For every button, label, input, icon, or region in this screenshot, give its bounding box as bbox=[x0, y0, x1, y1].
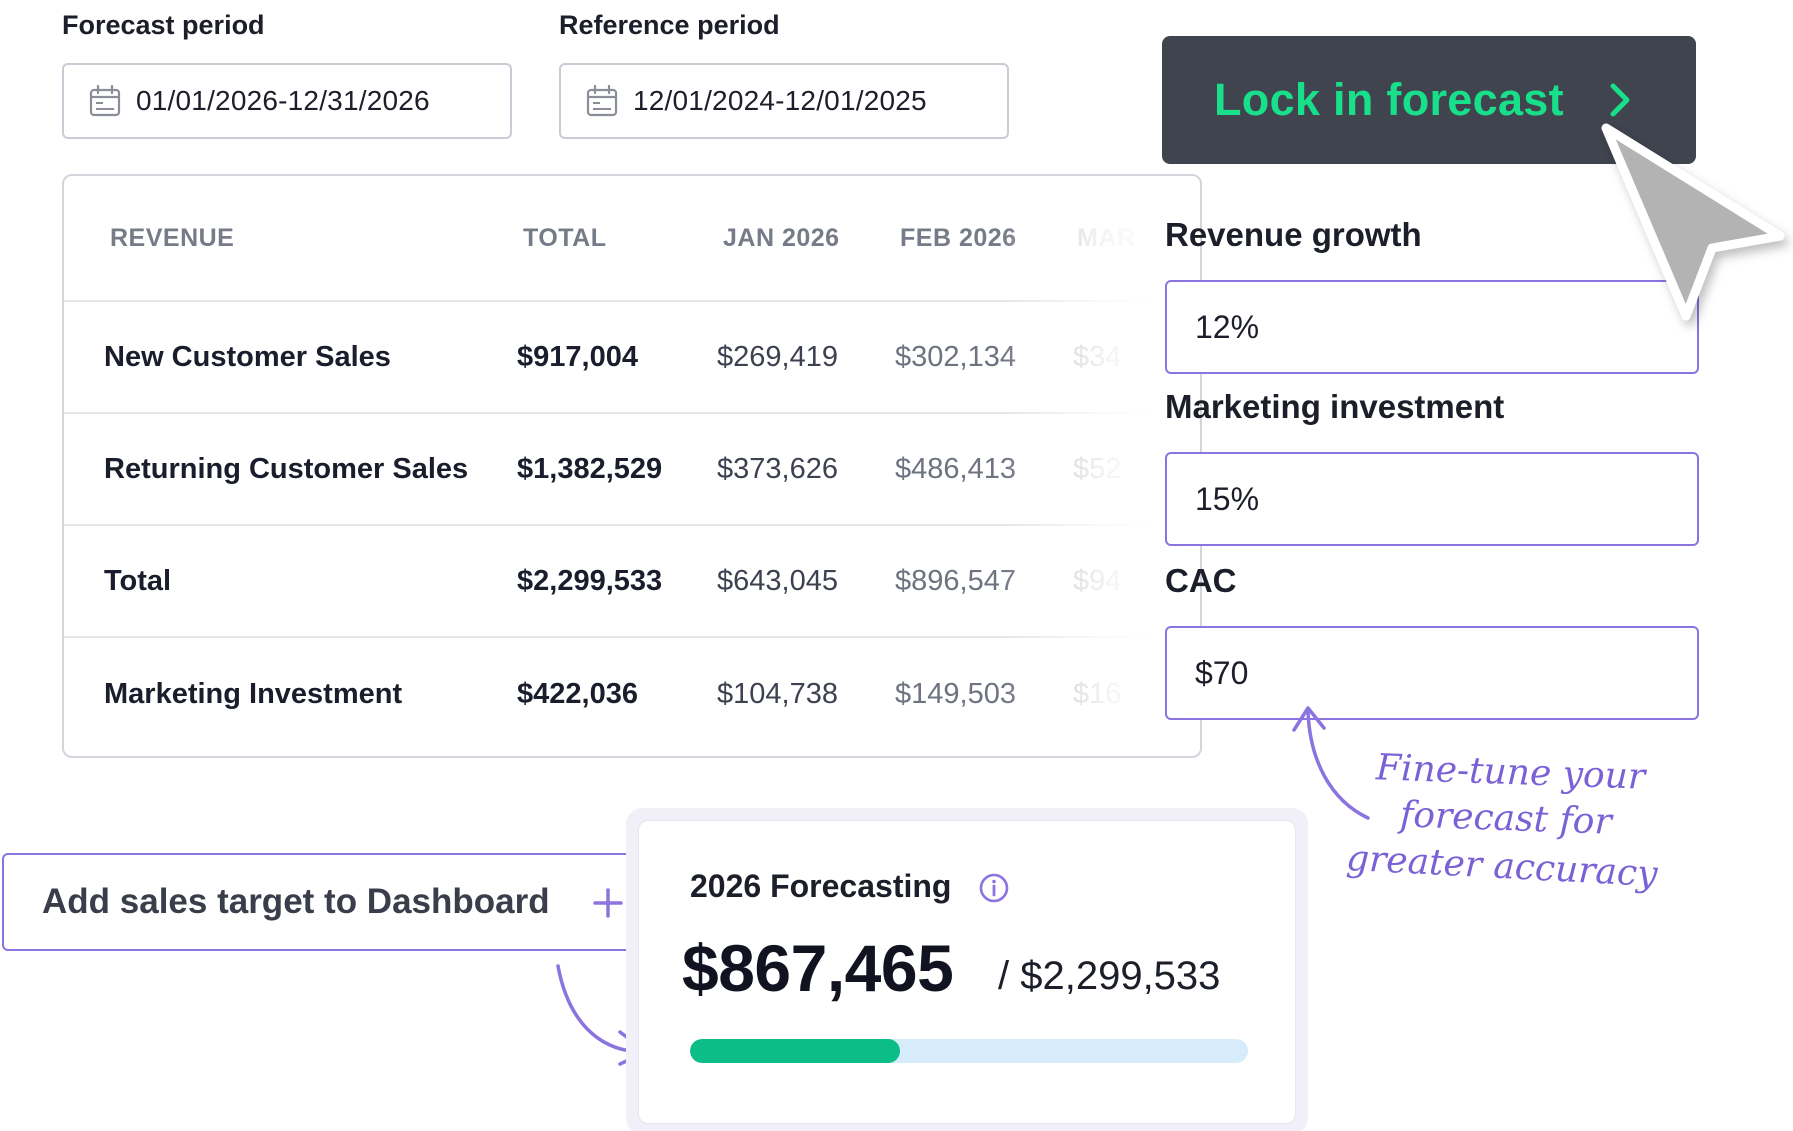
reference-period-label: Reference period bbox=[559, 10, 780, 40]
marketing-investment-input[interactable]: 15% bbox=[1165, 452, 1699, 546]
table-row[interactable]: Marketing Investment $422,036 $104,738 $… bbox=[64, 638, 1200, 750]
add-sales-target-button[interactable]: Add sales target to Dashboard bbox=[2, 853, 662, 951]
mouse-pointer-icon bbox=[1601, 123, 1785, 321]
row-total: $917,004 bbox=[517, 340, 638, 373]
header-feb-2026: FEB 2026 bbox=[900, 223, 1017, 252]
row-mar: $94 bbox=[1073, 564, 1122, 597]
revenue-table: REVENUE TOTAL JAN 2026 FEB 2026 MAR New … bbox=[62, 174, 1202, 758]
forecast-period-value: 01/01/2026-12/31/2026 bbox=[136, 85, 430, 116]
table-row[interactable]: Total $2,299,533 $643,045 $896,547 $94 bbox=[64, 526, 1200, 638]
reference-period-field[interactable]: 12/01/2024-12/01/2025 bbox=[559, 63, 1009, 139]
forecast-amount: $867,465 bbox=[682, 931, 954, 1005]
table-header: REVENUE TOTAL JAN 2026 FEB 2026 MAR bbox=[64, 176, 1200, 302]
forecast-card-title: 2026 Forecasting bbox=[690, 868, 952, 904]
marketing-investment-label: Marketing investment bbox=[1165, 388, 1505, 425]
header-total: TOTAL bbox=[523, 223, 607, 252]
row-name: Total bbox=[104, 564, 172, 597]
lock-in-forecast-button[interactable]: Lock in forecast bbox=[1162, 36, 1696, 164]
calendar-icon bbox=[586, 84, 618, 117]
row-mar: $52 bbox=[1073, 452, 1122, 485]
calendar-icon bbox=[89, 84, 121, 117]
cac-input[interactable]: $70 bbox=[1165, 626, 1699, 720]
row-jan: $373,626 bbox=[717, 452, 838, 485]
row-feb: $896,547 bbox=[895, 564, 1016, 597]
row-jan: $104,738 bbox=[717, 677, 838, 710]
revenue-growth-input[interactable]: 12% bbox=[1165, 280, 1699, 374]
row-total: $2,299,533 bbox=[517, 564, 663, 597]
cac-label: CAC bbox=[1165, 562, 1237, 599]
forecast-progress-fill bbox=[690, 1039, 901, 1063]
row-total: $422,036 bbox=[517, 677, 638, 710]
header-mar-2026: MAR bbox=[1077, 223, 1136, 252]
row-name: Returning Customer Sales bbox=[104, 452, 469, 485]
chevron-right-icon bbox=[1610, 83, 1630, 117]
row-feb: $486,413 bbox=[895, 452, 1016, 485]
forecast-total: / $2,299,533 bbox=[998, 954, 1221, 998]
table-row[interactable]: Returning Customer Sales $1,382,529 $373… bbox=[64, 414, 1200, 526]
annotation-line-3: greater accuracy bbox=[1345, 837, 1659, 896]
table-row[interactable]: New Customer Sales $917,004 $269,419 $30… bbox=[64, 302, 1200, 414]
forecast-period-label: Forecast period bbox=[62, 10, 265, 40]
row-name: New Customer Sales bbox=[104, 340, 391, 373]
forecast-card bbox=[638, 820, 1296, 1124]
header-revenue: REVENUE bbox=[110, 223, 235, 252]
annotation-line-1: Fine-tune your bbox=[1375, 747, 1646, 798]
revenue-growth-label: Revenue growth bbox=[1165, 216, 1422, 253]
lock-in-forecast-label: Lock in forecast bbox=[1214, 74, 1564, 125]
annotation-line-2: forecast for bbox=[1399, 794, 1613, 843]
row-jan: $269,419 bbox=[717, 340, 838, 373]
row-feb: $149,503 bbox=[895, 677, 1016, 710]
row-mar: $34 bbox=[1073, 340, 1122, 373]
forecast-progress-track bbox=[690, 1039, 1248, 1063]
row-total: $1,382,529 bbox=[517, 452, 663, 485]
header-jan-2026: JAN 2026 bbox=[723, 223, 840, 252]
row-name: Marketing Investment bbox=[104, 677, 403, 710]
row-mar: $16 bbox=[1073, 677, 1122, 710]
forecast-period-field[interactable]: 01/01/2026-12/31/2026 bbox=[62, 63, 512, 139]
row-jan: $643,045 bbox=[717, 564, 838, 597]
add-sales-target-label: Add sales target to Dashboard bbox=[42, 882, 550, 921]
info-icon[interactable] bbox=[978, 872, 1010, 904]
reference-period-value: 12/01/2024-12/01/2025 bbox=[633, 85, 927, 116]
plus-icon bbox=[593, 888, 623, 918]
row-feb: $302,134 bbox=[895, 340, 1016, 373]
